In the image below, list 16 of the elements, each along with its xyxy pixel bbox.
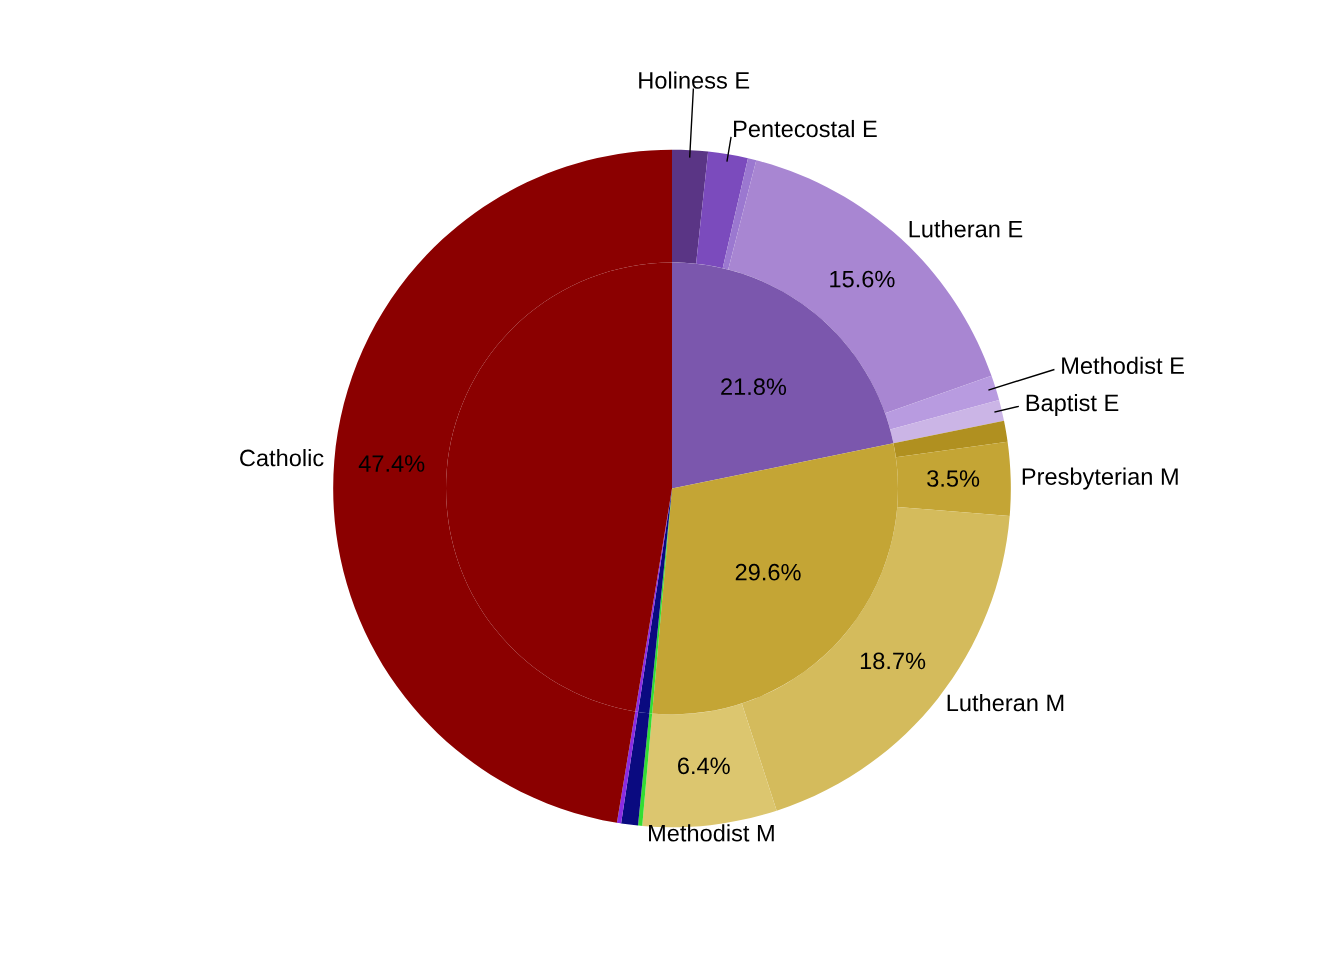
slice-label: Pentecostal E xyxy=(734,119,877,138)
slice-label: Lutheran M xyxy=(947,693,1064,712)
slice-label: Methodist E xyxy=(1062,356,1184,375)
slice-label: Holiness E xyxy=(639,71,750,89)
data-label: 21.8% xyxy=(721,378,787,396)
data-label: 6.4% xyxy=(678,757,730,775)
slice-label: Catholic xyxy=(240,448,324,467)
data-label: 47.4% xyxy=(358,455,425,472)
data-label: 18.7% xyxy=(860,652,926,670)
data-label: 29.6% xyxy=(735,563,801,581)
slice-label: Baptist E xyxy=(1026,393,1119,416)
data-label: 15.6% xyxy=(830,270,895,288)
data-label: 3.5% xyxy=(927,470,980,487)
slice-label: Presbyterian M xyxy=(1022,467,1178,490)
slice-label: Methodist M xyxy=(649,824,774,842)
slice-label: Lutheran E xyxy=(909,220,1023,238)
